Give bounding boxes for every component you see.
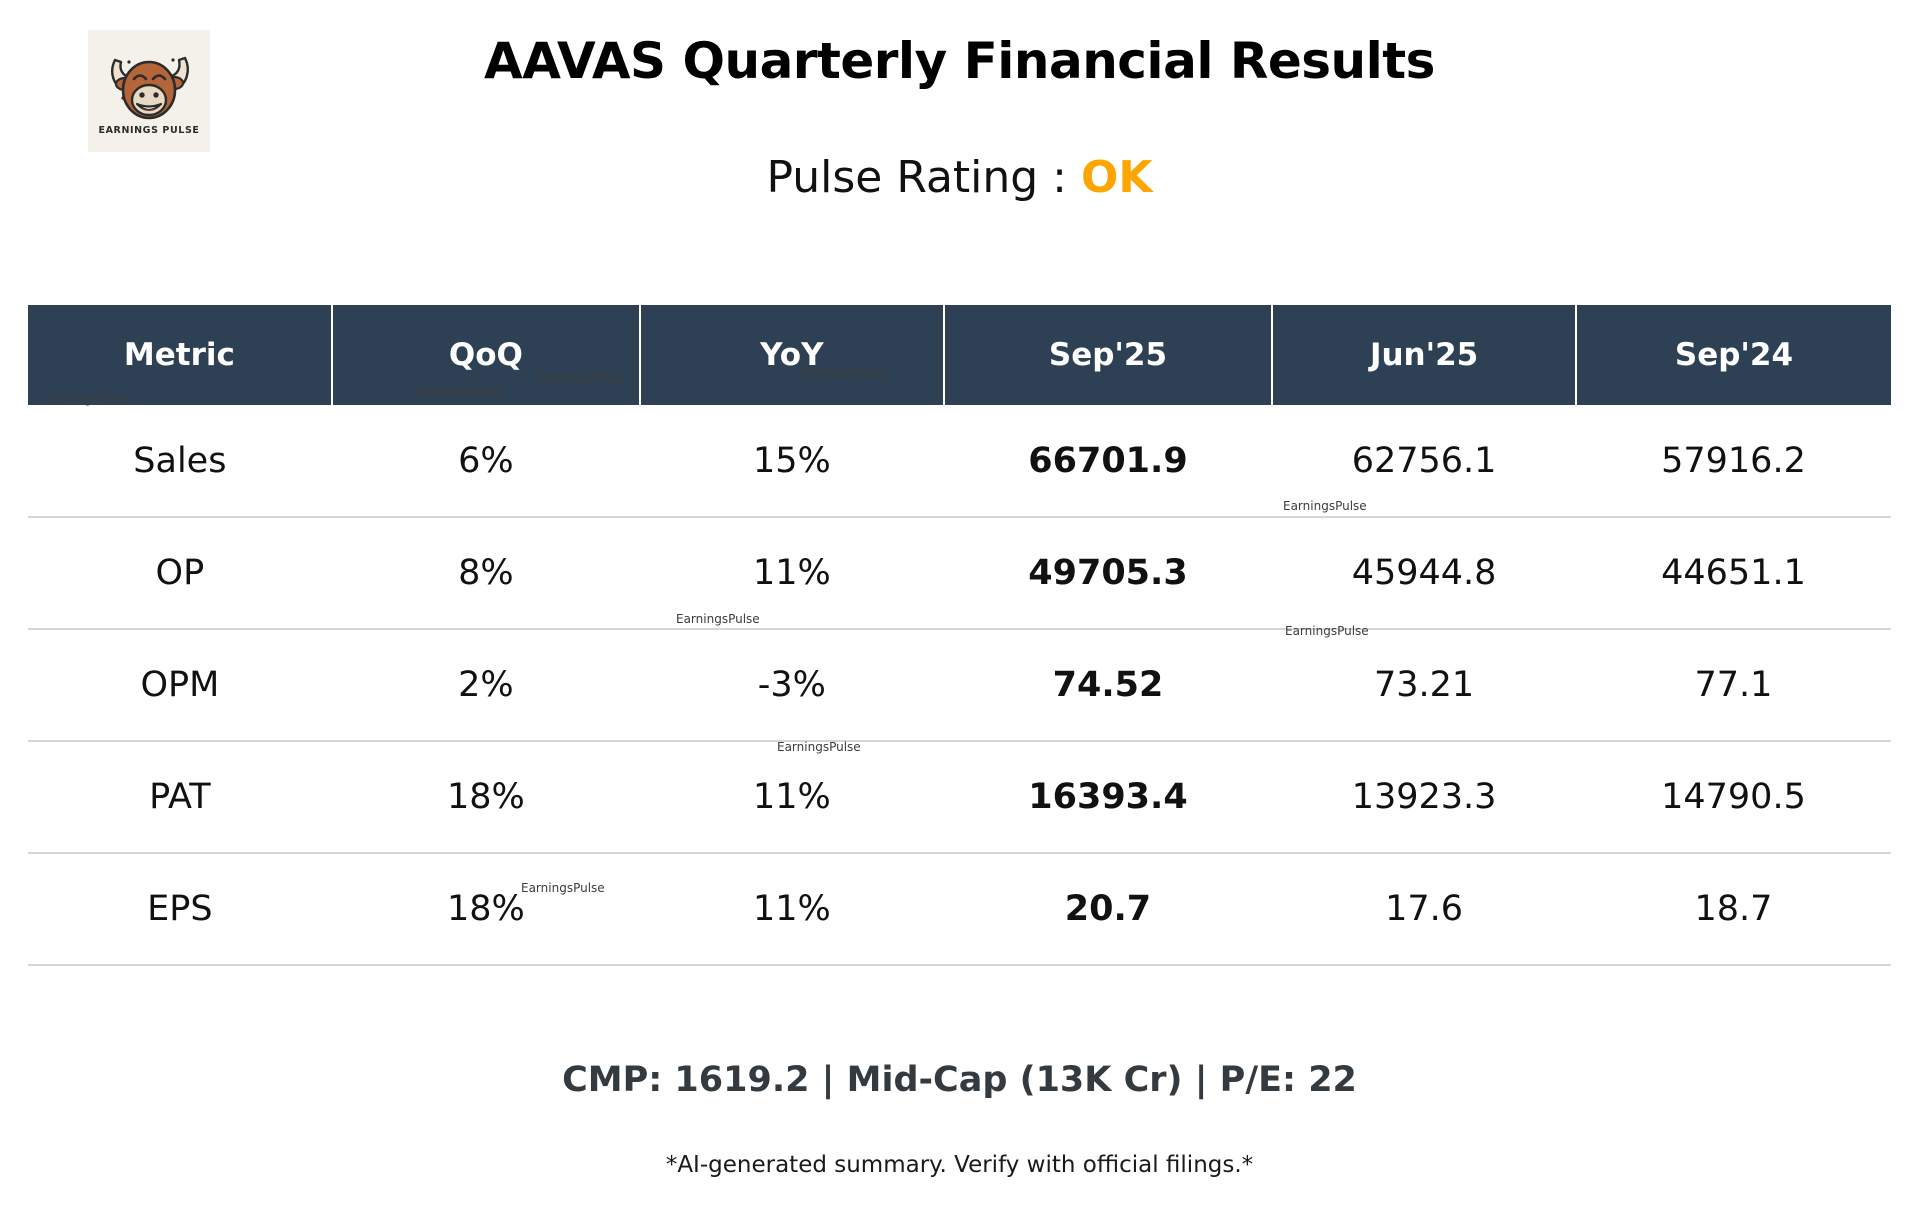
column-header-yoy: YoY xyxy=(639,305,945,405)
disclaimer: *AI-generated summary. Verify with offic… xyxy=(665,1152,1254,1178)
cell-metric-op: OP xyxy=(28,517,332,630)
cell-year-ago-quarter: 14790.5 xyxy=(1575,741,1891,854)
table-header: Metric QoQ YoY Sep'25 Jun'25 Sep'24 xyxy=(28,305,1891,405)
cell-qoq: 8% xyxy=(331,517,640,630)
cell-current-quarter: 20.7 xyxy=(943,853,1273,966)
cell-metric-pat: PAT xyxy=(28,741,332,854)
financials-table: Metric QoQ YoY Sep'25 Jun'25 Sep'24 Sales 6% 15… xyxy=(28,305,1891,966)
column-header-metric: Metric xyxy=(28,305,333,405)
cell-qoq: 18% xyxy=(331,741,640,854)
column-header-sep-25: Sep'25 xyxy=(943,305,1274,405)
cell-metric-opm: OPM xyxy=(28,629,332,742)
table-header-row: Metric QoQ YoY Sep'25 Jun'25 Sep'24 xyxy=(28,305,1891,405)
cell-yoy: 15% xyxy=(639,405,944,518)
cell-yoy: 11% xyxy=(639,853,944,966)
table-row: OPM 2% -3% 74.52 73.21 77.1 xyxy=(28,629,1891,742)
cell-yoy: 11% xyxy=(639,517,944,630)
cell-qoq: 18% xyxy=(331,853,640,966)
cell-year-ago-quarter: 57916.2 xyxy=(1575,405,1891,518)
cell-metric-sales: Sales xyxy=(28,405,332,518)
financials-table-container: Metric QoQ YoY Sep'25 Jun'25 Sep'24 Sales 6% 15… xyxy=(28,305,1891,966)
cell-metric-eps: EPS xyxy=(28,853,332,966)
cell-current-quarter: 16393.4 xyxy=(943,741,1273,854)
table-row: Sales 6% 15% 66701.9 62756.1 57916.2 xyxy=(28,405,1891,518)
table-row: PAT 18% 11% 16393.4 13923.3 14790.5 xyxy=(28,741,1891,854)
bull-head-icon xyxy=(103,46,195,124)
pulse-rating-value: OK xyxy=(1081,152,1153,203)
cell-prev-quarter: 45944.8 xyxy=(1272,517,1576,630)
cell-prev-quarter: 13923.3 xyxy=(1272,741,1576,854)
cmp-summary: CMP: 1619.2 | Mid-Cap (13K Cr) | P/E: 22 xyxy=(562,1060,1357,1100)
cell-prev-quarter: 17.6 xyxy=(1272,853,1576,966)
cell-year-ago-quarter: 18.7 xyxy=(1575,853,1891,966)
cell-current-quarter: 66701.9 xyxy=(943,405,1273,518)
cell-qoq: 2% xyxy=(331,629,640,742)
cell-prev-quarter: 62756.1 xyxy=(1272,405,1576,518)
page-title: AAVAS Quarterly Financial Results xyxy=(484,32,1435,90)
logo-caption: EARNINGS PULSE xyxy=(98,125,200,136)
earnings-pulse-logo: EARNINGS PULSE xyxy=(88,30,210,152)
table-row: EPS 18% 11% 20.7 17.6 18.7 xyxy=(28,853,1891,966)
cell-yoy: 11% xyxy=(639,741,944,854)
cell-yoy: -3% xyxy=(639,629,944,742)
column-header-sep-24: Sep'24 xyxy=(1575,305,1891,405)
cell-year-ago-quarter: 77.1 xyxy=(1575,629,1891,742)
table-row: OP 8% 11% 49705.3 45944.8 44651.1 xyxy=(28,517,1891,630)
cell-current-quarter: 49705.3 xyxy=(943,517,1273,630)
column-header-jun-25: Jun'25 xyxy=(1272,305,1577,405)
pulse-rating: Pulse Rating : OK xyxy=(0,152,1919,203)
pulse-rating-label: Pulse Rating : xyxy=(766,152,1068,203)
table-body: Sales 6% 15% 66701.9 62756.1 57916.2 OP 8% 11% 49… xyxy=(28,405,1891,966)
cell-year-ago-quarter: 44651.1 xyxy=(1575,517,1891,630)
cell-qoq: 6% xyxy=(331,405,640,518)
cell-prev-quarter: 73.21 xyxy=(1272,629,1576,742)
column-header-qoq: QoQ xyxy=(331,305,641,405)
cell-current-quarter: 74.52 xyxy=(943,629,1273,742)
